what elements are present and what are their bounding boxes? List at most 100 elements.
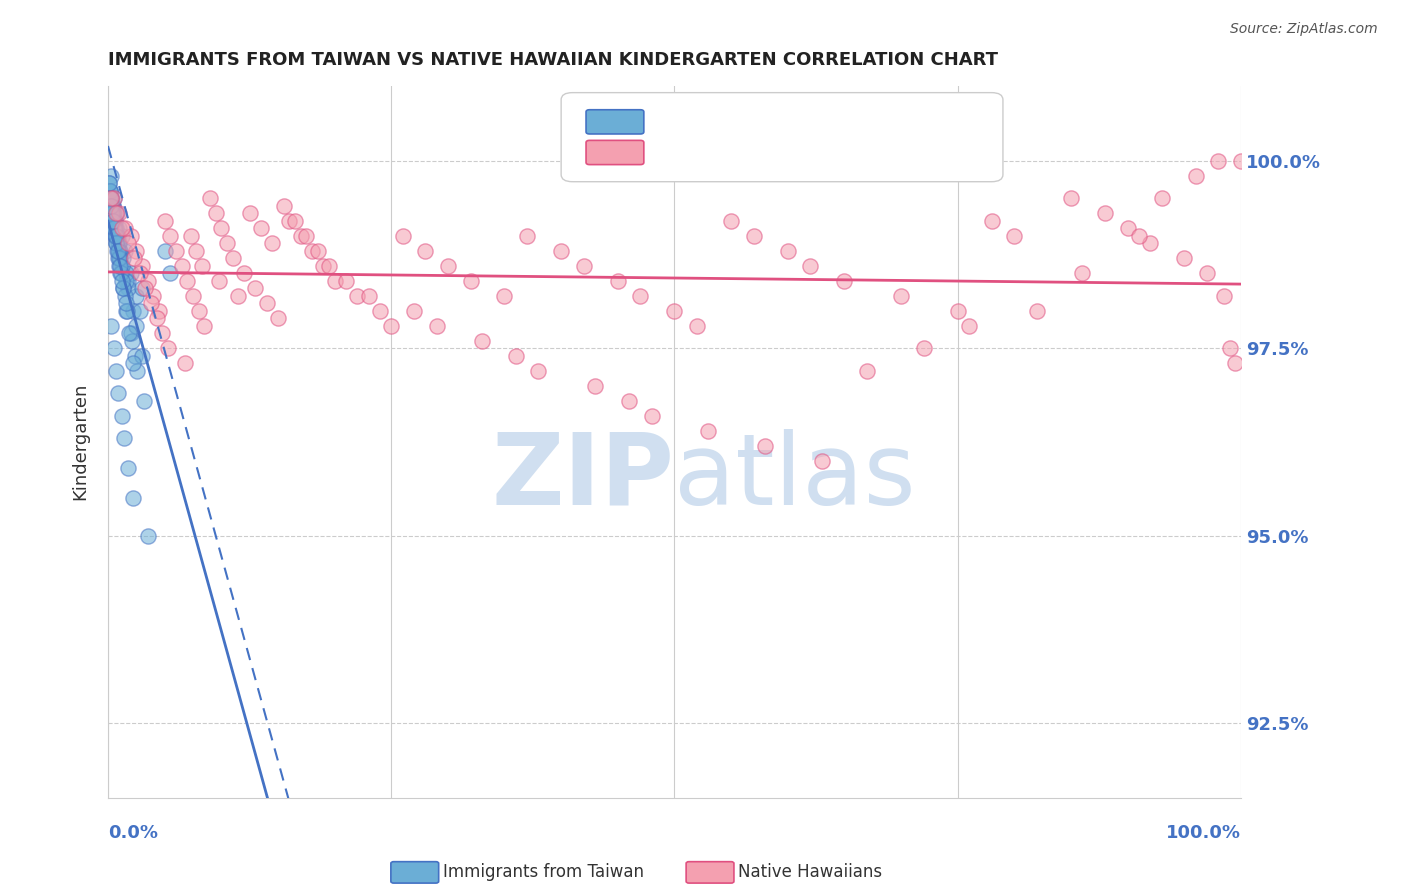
Point — [1026, 303, 1049, 318]
Point — [208, 273, 231, 287]
Point — [583, 378, 606, 392]
Point — [301, 244, 323, 258]
Point — [125, 288, 148, 302]
Point — [98, 176, 121, 190]
Point — [1150, 191, 1173, 205]
Point — [125, 318, 148, 333]
Point — [103, 206, 125, 220]
Point — [104, 221, 127, 235]
Point — [100, 169, 122, 183]
Text: R = 0.032: R = 0.032 — [652, 111, 758, 129]
Point — [100, 198, 122, 212]
Point — [107, 251, 129, 265]
Point — [107, 386, 129, 401]
Point — [115, 303, 138, 318]
Point — [131, 349, 153, 363]
Point — [641, 409, 664, 423]
Point — [165, 244, 187, 258]
Point — [103, 191, 125, 205]
Point — [118, 326, 141, 340]
Point — [221, 251, 243, 265]
Point — [110, 221, 132, 235]
Point — [98, 184, 121, 198]
Point — [153, 244, 176, 258]
Point — [368, 303, 391, 318]
Point — [1218, 341, 1240, 355]
Point — [1212, 288, 1234, 302]
Point — [284, 213, 307, 227]
Point — [107, 235, 129, 250]
Point — [110, 228, 132, 243]
Point — [346, 288, 368, 302]
Point — [101, 198, 124, 212]
Point — [134, 281, 156, 295]
Point — [98, 184, 121, 198]
Point — [742, 228, 765, 243]
Text: R = 0.338: R = 0.338 — [652, 142, 758, 161]
FancyBboxPatch shape — [561, 93, 1002, 182]
Point — [131, 281, 153, 295]
Point — [413, 244, 436, 258]
Point — [104, 213, 127, 227]
Point — [100, 191, 122, 205]
Point — [103, 221, 125, 235]
Point — [1139, 235, 1161, 250]
Point — [134, 393, 156, 408]
Point — [98, 184, 121, 198]
Point — [628, 288, 651, 302]
Point — [250, 221, 273, 235]
Point — [107, 244, 129, 258]
Point — [114, 221, 136, 235]
Point — [402, 303, 425, 318]
Point — [516, 228, 538, 243]
Point — [101, 213, 124, 227]
Point — [111, 259, 134, 273]
Point — [226, 288, 249, 302]
Point — [104, 213, 127, 227]
Point — [104, 228, 127, 243]
Point — [107, 244, 129, 258]
Text: Immigrants from Taiwan: Immigrants from Taiwan — [443, 863, 644, 881]
Point — [108, 235, 131, 250]
Point — [117, 273, 139, 287]
Point — [145, 311, 167, 326]
Point — [799, 259, 821, 273]
Point — [105, 206, 128, 220]
Point — [181, 288, 204, 302]
Point — [262, 235, 284, 250]
Point — [323, 273, 346, 287]
Point — [527, 363, 550, 377]
Point — [105, 228, 128, 243]
Point — [856, 363, 879, 377]
Point — [170, 259, 193, 273]
Point — [1128, 228, 1150, 243]
Point — [550, 244, 572, 258]
Point — [107, 228, 129, 243]
Point — [117, 235, 139, 250]
Text: N = 115: N = 115 — [810, 142, 897, 161]
Point — [104, 235, 127, 250]
Y-axis label: Kindergarten: Kindergarten — [72, 383, 89, 500]
Text: atlas: atlas — [675, 429, 917, 526]
Point — [101, 206, 124, 220]
Point — [128, 303, 150, 318]
FancyBboxPatch shape — [586, 140, 644, 165]
Point — [100, 191, 122, 205]
Point — [425, 318, 447, 333]
Point — [494, 288, 516, 302]
Point — [104, 363, 127, 377]
Point — [335, 273, 357, 287]
Point — [103, 341, 125, 355]
Point — [256, 296, 278, 310]
Point — [1071, 266, 1094, 280]
Point — [136, 273, 159, 287]
Point — [122, 491, 145, 505]
Point — [125, 244, 148, 258]
Point — [105, 228, 128, 243]
Point — [776, 244, 799, 258]
Point — [128, 266, 150, 280]
Point — [111, 281, 134, 295]
Point — [120, 228, 142, 243]
Point — [115, 266, 138, 280]
Point — [108, 251, 131, 265]
